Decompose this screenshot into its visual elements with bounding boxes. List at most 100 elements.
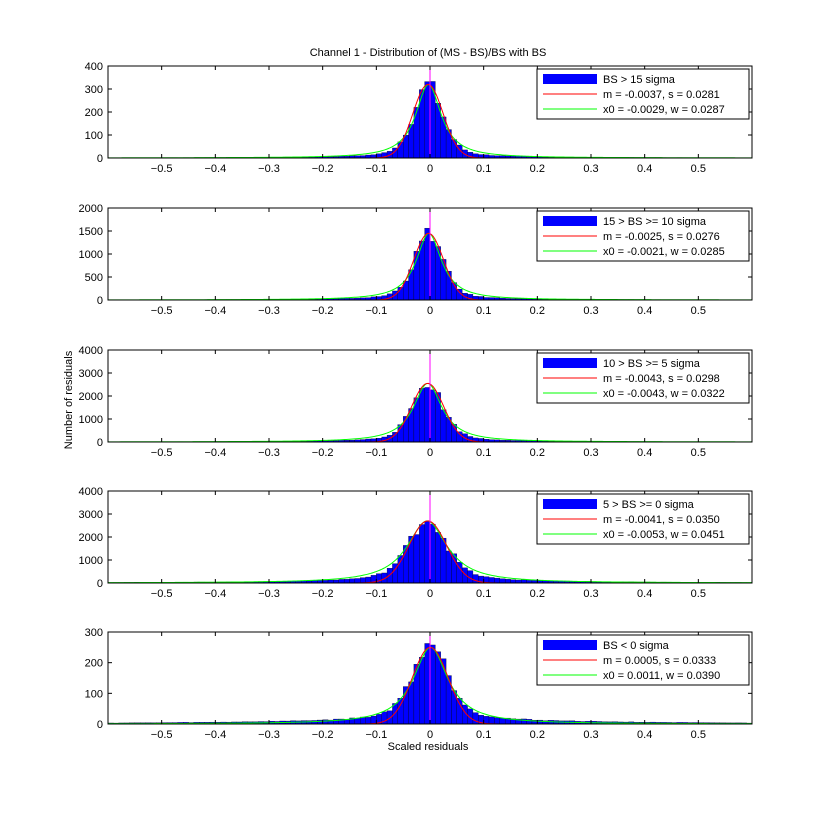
histogram-bar <box>365 717 372 725</box>
histogram-bar <box>504 579 511 584</box>
histogram-bar <box>429 389 436 443</box>
legend-swatch-bars <box>543 640 597 650</box>
histogram-bar <box>440 537 447 584</box>
legend: 5 > BS >= 0 sigma m = -0.0041, s = 0.0350… <box>536 493 750 545</box>
histogram-bar <box>419 657 425 725</box>
x-tick-label: −0.1 <box>365 588 387 600</box>
figure-ylabel: Number of residuals <box>63 350 75 449</box>
y-tick-label: 0 <box>97 719 103 731</box>
histogram-bar <box>435 651 441 725</box>
figure-xlabel: Scaled residuals <box>388 741 469 753</box>
y-tick-label: 0 <box>97 295 103 307</box>
x-tick-label: 0.2 <box>530 305 545 317</box>
legend: 15 > BS >= 10 sigma m = -0.0025, s = 0.02… <box>536 210 750 262</box>
legend-swatch-bars <box>543 499 597 509</box>
x-tick-label: 0.3 <box>583 588 598 600</box>
legend-swatch-bars <box>543 358 597 368</box>
x-tick-label: −0.2 <box>312 588 334 600</box>
legend-label-bars: 10 > BS >= 5 sigma <box>603 358 701 370</box>
histogram-bar <box>338 579 345 584</box>
histogram-bar <box>429 81 436 159</box>
legend-label-lorentz: x0 = -0.0043, w = 0.0322 <box>603 388 725 400</box>
x-tick-label: −0.4 <box>204 447 226 459</box>
x-tick-label: −0.1 <box>365 729 387 741</box>
y-tick-label: 0 <box>97 578 103 590</box>
histogram-bar <box>499 578 506 584</box>
y-tick-label: 100 <box>85 130 103 142</box>
x-tick-label: −0.4 <box>204 305 226 317</box>
histogram-bar <box>451 553 457 584</box>
figure-title: Channel 1 - Distribution of (MS - BS)/BS… <box>310 47 547 59</box>
x-tick-label: −0.2 <box>312 447 334 459</box>
histogram-bar <box>386 710 393 725</box>
x-tick-label: 0.3 <box>583 305 598 317</box>
x-tick-label: 0.3 <box>583 163 598 175</box>
x-tick-label: 0 <box>427 305 433 317</box>
y-tick-label: 300 <box>85 84 103 96</box>
histogram-bar <box>537 719 543 725</box>
legend-label-lorentz: x0 = -0.0021, w = 0.0285 <box>603 246 725 258</box>
panel-4: −0.5 −0.4 −0.3 −0.2 −0.1 0 0.1 0.2 0.3 0.4 0.5 0 100… <box>79 486 753 600</box>
histogram-bar <box>494 717 500 725</box>
histogram-bar <box>322 719 329 725</box>
x-tick-label: 0 <box>427 163 433 175</box>
histogram-bar <box>349 578 356 584</box>
y-tick-label: 400 <box>85 61 103 73</box>
legend-label-bars: 5 > BS >= 0 sigma <box>603 499 695 511</box>
legend: 10 > BS >= 5 sigma m = -0.0043, s = 0.029… <box>536 352 750 404</box>
x-tick-label: 0.4 <box>637 588 652 600</box>
histogram-bar <box>451 690 457 725</box>
histogram-bar <box>413 534 420 584</box>
legend-label-bars: BS > 15 sigma <box>603 74 676 86</box>
x-tick-label: −0.1 <box>365 305 387 317</box>
x-tick-label: −0.5 <box>151 729 173 741</box>
x-tick-label: −0.3 <box>258 588 280 600</box>
histogram-bar <box>510 579 517 584</box>
x-tick-label: 0.2 <box>530 588 545 600</box>
histogram-bar <box>360 577 366 584</box>
histogram-bar <box>424 227 431 301</box>
y-tick-label: 4000 <box>79 345 103 357</box>
y-tick-label: 100 <box>85 688 103 700</box>
x-tick-label: 0.1 <box>476 729 491 741</box>
x-tick-label: −0.1 <box>365 163 387 175</box>
y-tick-label: 2000 <box>79 532 103 544</box>
y-tick-label: 200 <box>85 107 103 119</box>
x-tick-label: −0.5 <box>151 163 173 175</box>
histogram-bar <box>413 664 420 725</box>
legend-swatch-bars <box>543 216 597 226</box>
histogram-bar <box>419 388 425 443</box>
x-tick-label: 0.3 <box>583 729 598 741</box>
x-tick-label: 0.1 <box>476 163 491 175</box>
histogram-bar <box>317 719 323 725</box>
legend-label-bars: 15 > BS >= 10 sigma <box>603 216 707 228</box>
x-tick-label: 0.5 <box>691 305 706 317</box>
histogram-bar <box>397 555 404 584</box>
histogram-bar <box>354 578 361 584</box>
x-tick-label: −0.1 <box>365 447 387 459</box>
histogram-bar <box>440 409 447 443</box>
x-tick-label: −0.3 <box>258 447 280 459</box>
x-tick-label: 0.5 <box>691 447 706 459</box>
x-tick-label: −0.2 <box>312 163 334 175</box>
legend-label-gauss: m = -0.0037, s = 0.0281 <box>603 89 720 101</box>
y-tick-label: 1000 <box>79 555 103 567</box>
histogram-bar <box>424 81 431 159</box>
histogram-bar <box>435 532 441 584</box>
legend-label-lorentz: x0 = -0.0053, w = 0.0451 <box>603 529 725 541</box>
histogram-bar <box>424 387 431 443</box>
x-tick-label: 0.2 <box>530 729 545 741</box>
x-tick-label: 0.1 <box>476 588 491 600</box>
histogram-bar <box>429 644 436 725</box>
x-tick-label: −0.4 <box>204 729 226 741</box>
histogram-bar <box>424 643 431 725</box>
histogram-bar <box>494 577 500 584</box>
histogram-bar <box>456 698 463 725</box>
x-tick-label: 0.4 <box>637 305 652 317</box>
x-tick-label: 0 <box>427 447 433 459</box>
histogram-bars <box>107 387 753 443</box>
histogram-bars <box>107 521 753 584</box>
x-tick-label: −0.5 <box>151 588 173 600</box>
panel-2: −0.5 −0.4 −0.3 −0.2 −0.1 0 0.1 0.2 0.3 0.4 0.5 0 500… <box>79 203 753 317</box>
